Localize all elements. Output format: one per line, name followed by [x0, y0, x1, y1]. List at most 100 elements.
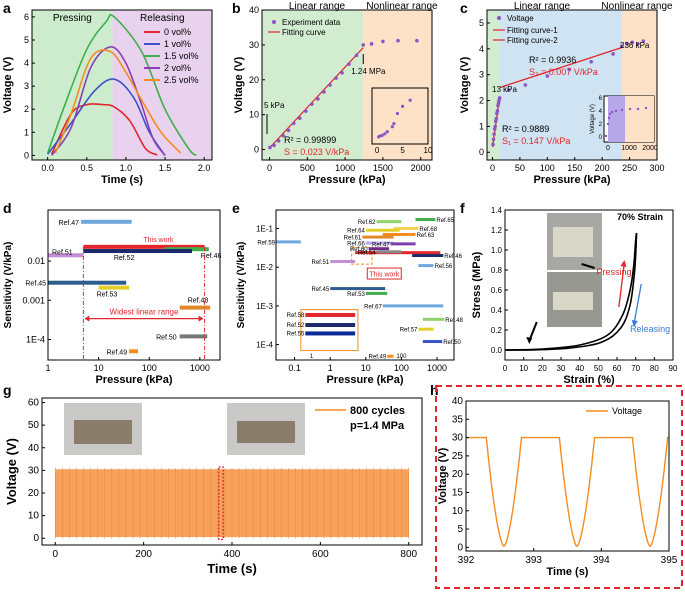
c-annotation: R² = 0.9936: [529, 55, 576, 65]
e-x-label: Pressure (kPa): [326, 374, 403, 386]
f-arrowhead: [526, 337, 533, 344]
c-legend-label: Voltage: [507, 14, 534, 23]
b-data-point: [328, 83, 332, 87]
e-bar-label: Ref.56: [435, 264, 453, 270]
b-inset-point: [380, 133, 384, 137]
e-bar-label: Ref.54: [358, 250, 376, 256]
e-this-work-box: [366, 267, 402, 280]
e-bar-label: Ref.65: [436, 218, 454, 224]
d-x-label: Pressure (kPa): [95, 374, 172, 386]
b-data-point: [381, 39, 385, 44]
a-y-label: Voltage (V): [2, 56, 14, 113]
a-x-tick-label: 2.0: [198, 163, 211, 173]
f-x-tick-label: 90: [669, 364, 678, 373]
b-inset-point: [408, 98, 412, 102]
a-y-tick-label: 3: [24, 81, 29, 91]
e-frame: [275, 209, 455, 361]
b-inset-point: [390, 125, 394, 129]
d-annotation: Widest linear range: [110, 308, 179, 317]
panel-letter-e: e: [232, 200, 240, 216]
e-range-bar: [412, 254, 444, 258]
f-x-tick-label: 80: [650, 364, 659, 373]
a-series-line-4: [54, 49, 182, 154]
g-x-tick-label: 200: [135, 549, 152, 560]
e-x-tick-label: 1: [328, 363, 333, 373]
b-inset-point: [395, 111, 400, 116]
f-frame: [504, 209, 674, 361]
e-y-tick-label: 1E-4: [256, 341, 273, 350]
b-legend-label: Experiment data: [282, 18, 341, 27]
a-legend-label-1: 1 vol%: [164, 39, 191, 49]
c-x-tick-label: 100: [540, 163, 555, 173]
b-x-tick-label: 1000: [335, 163, 355, 173]
g-zoom-window: [218, 466, 224, 540]
h-y-tick-label: 25: [452, 451, 464, 462]
e-bar-label: Ref.67: [364, 304, 382, 310]
f-y-tick-label: 0.2: [491, 326, 503, 335]
g-y-tick-label: 40: [28, 443, 40, 454]
d-arrowhead: [84, 315, 90, 322]
h-y-tick-label: 35: [452, 414, 464, 425]
c-inset-point: [607, 116, 611, 120]
c-y-tick-label: 2: [479, 96, 484, 106]
c-inset-tick-label: 4: [599, 109, 603, 115]
e-range-bar: [422, 317, 445, 321]
c-inset-point: [620, 108, 624, 112]
e-bar-label: Ref.57: [400, 328, 418, 334]
d-range-bar: [83, 244, 205, 249]
f-y-tick-label: 0.8: [491, 266, 503, 275]
d-bar-label: Ref.46: [201, 253, 222, 260]
f-y-label: Stress (MPa): [471, 251, 483, 318]
b-x-tick-label: 1500: [373, 163, 393, 173]
c-y-tick-label: 5: [479, 18, 484, 28]
e-y-label: Sensitivity (V/kPa): [236, 242, 247, 329]
e-range-bar: [365, 291, 388, 295]
b-y-tick-label: 20: [249, 75, 259, 85]
b-data-point: [286, 128, 291, 133]
b-data-point: [310, 102, 314, 106]
c-data-point: [507, 88, 511, 92]
c-x-tick-label: 0: [490, 163, 495, 173]
a-legend-label-0: 0 vol%: [164, 27, 191, 37]
g-y-tick-label: 60: [28, 398, 40, 409]
h-y-tick-label: 30: [452, 433, 464, 444]
b-x-tick-label: 0: [267, 163, 272, 173]
e-bar-label: Ref.47: [372, 242, 390, 248]
c-y-tick-label: 3: [479, 70, 484, 80]
g-photo-specimen: [237, 421, 295, 443]
g-x-label: Time (s): [207, 561, 257, 576]
e-bar-label: Ref.59: [257, 240, 275, 246]
a-series-line-3: [50, 46, 166, 156]
b-data-point: [396, 38, 400, 43]
a-legend-label-3: 2 vol%: [164, 63, 191, 73]
b-data-point: [268, 145, 272, 150]
b-region-label: Linear range: [289, 1, 346, 12]
a-x-tick-label: 0.0: [41, 163, 54, 173]
c-x-tick-label: 150: [567, 163, 582, 173]
f-x-tick-label: 20: [538, 364, 547, 373]
d-bar-label: Ref.47: [58, 220, 79, 227]
e-x-tick-label: 1000: [427, 363, 447, 373]
a-x-tick-label: 0.5: [81, 163, 94, 173]
b-data-point: [316, 97, 320, 101]
d-range-bar: [83, 249, 193, 254]
d-range-bar: [98, 285, 130, 290]
a-frame: [31, 9, 213, 161]
b-y-label: Voltage (V): [233, 56, 245, 113]
g-y-tick-label: 10: [28, 511, 40, 522]
e-bar-label: Ref.64: [347, 229, 365, 235]
d-range-bar: [129, 349, 139, 354]
c-data-point: [493, 124, 498, 129]
a-series-line-1: [47, 78, 166, 156]
b-data-point: [361, 43, 366, 47]
a-region-1: [112, 10, 212, 160]
g-x-tick-label: 600: [312, 549, 329, 560]
c-inset-point: [628, 107, 632, 111]
b-frame: [261, 9, 433, 161]
c-data-point: [625, 41, 629, 46]
c-legend-label: Fitting curve-1: [507, 26, 558, 35]
e-bar-label: Ref.50: [443, 340, 461, 346]
c-data-point: [567, 67, 572, 72]
e-range-bar: [376, 220, 402, 224]
a-y-tick-label: 5: [24, 35, 29, 45]
